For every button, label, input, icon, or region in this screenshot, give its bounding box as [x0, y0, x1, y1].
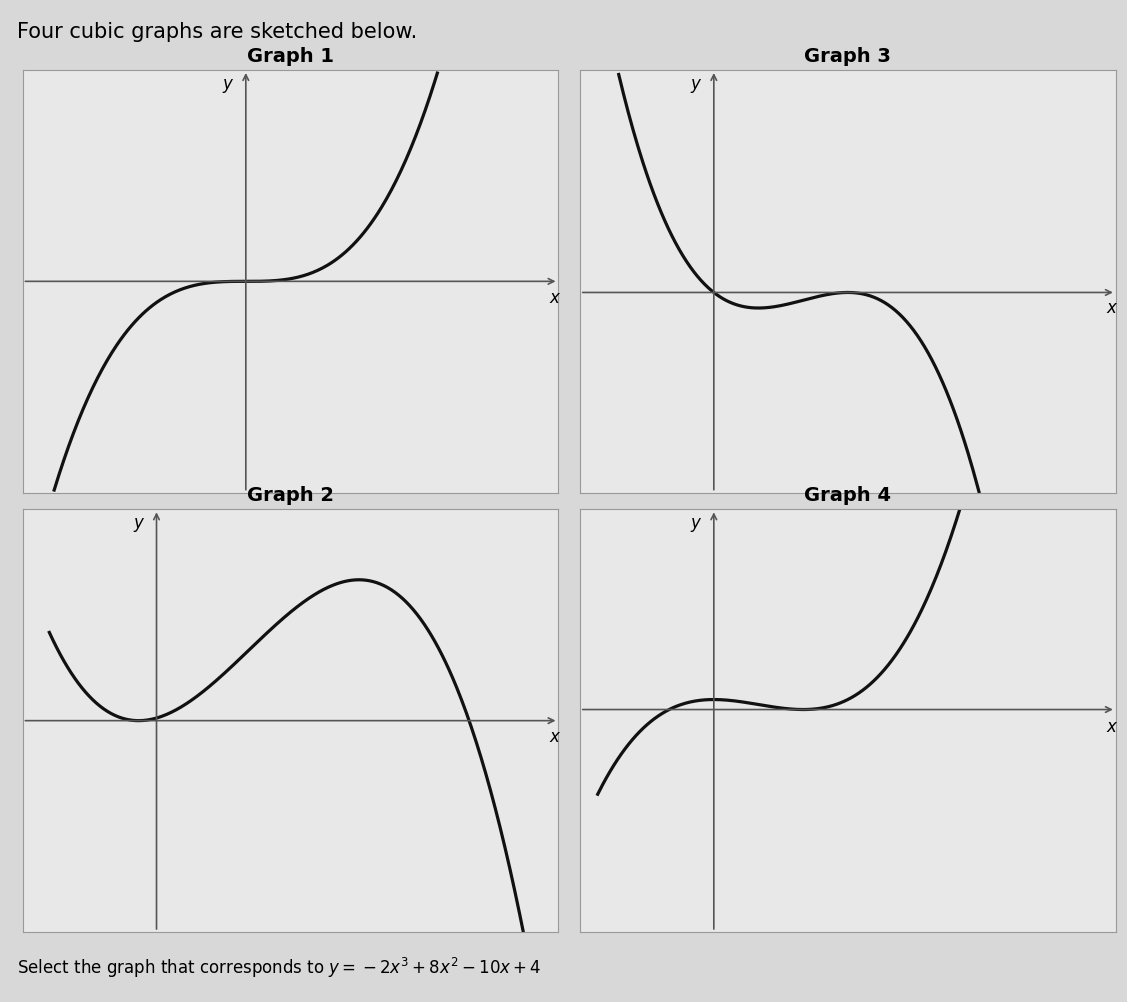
Text: y: y	[691, 74, 700, 92]
Text: x: x	[550, 289, 559, 307]
Text: x: x	[1107, 299, 1117, 317]
Title: Graph 4: Graph 4	[805, 486, 891, 505]
Text: y: y	[691, 514, 700, 532]
Text: x: x	[550, 728, 559, 746]
Text: y: y	[222, 75, 232, 93]
Title: Graph 2: Graph 2	[247, 486, 334, 505]
Text: Select the graph that corresponds to $y = -2x^3 + 8x^2 - 10x + 4$: Select the graph that corresponds to $y …	[17, 956, 541, 980]
Title: Graph 1: Graph 1	[247, 47, 334, 66]
Text: x: x	[1107, 718, 1117, 736]
Text: Four cubic graphs are sketched below.: Four cubic graphs are sketched below.	[17, 22, 417, 42]
Text: y: y	[133, 514, 143, 532]
Title: Graph 3: Graph 3	[805, 47, 891, 66]
